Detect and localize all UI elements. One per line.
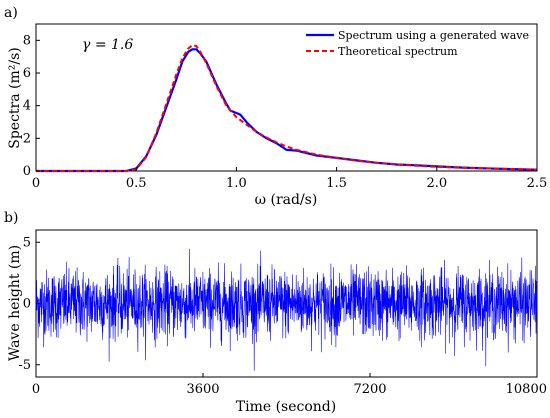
x-tick-label: 0 (32, 176, 40, 191)
spectrum-legend: Spectrum using a generated wave Theoreti… (306, 29, 529, 58)
series-line-generated-spectrum (36, 48, 538, 173)
legend-label-theoretical: Theoretical spectrum (338, 45, 458, 58)
series-line-wave-height (35, 248, 538, 371)
spectrum-y-axis-label: Spectra (m²/s) (7, 47, 23, 149)
x-tick-label: 2.0 (426, 176, 447, 191)
x-tick-label: 2.5 (527, 176, 548, 191)
panel-a-label: a) (4, 5, 18, 21)
y-tick-label: 4 (23, 99, 31, 114)
wave-x-axis-label: Time (second) (236, 399, 336, 415)
wave-y-axis-label: Wave height (m) (7, 245, 23, 361)
spectrum-x-ticks: 0 0.5 1.0 1.5 2.0 2.5 (32, 167, 547, 191)
x-tick-label: 10800 (506, 382, 547, 397)
panel-b-label: b) (4, 210, 18, 226)
y-tick-label: 0 (23, 164, 31, 179)
wave-height-panel: b) 0 3600 7200 10800 -505 Time (second) Wav… (4, 210, 547, 415)
gamma-annotation: γ = 1.6 (82, 37, 133, 53)
spectrum-x-axis-label: ω (rad/s) (255, 192, 318, 208)
y-tick-label: 8 (23, 33, 31, 48)
y-tick-label: 0 (23, 297, 31, 312)
y-tick-label: 5 (23, 235, 31, 250)
x-tick-label: 0 (32, 382, 40, 397)
wave-series-group (35, 248, 538, 371)
y-tick-label: 2 (23, 131, 31, 146)
legend-label-generated: Spectrum using a generated wave (338, 29, 529, 42)
x-tick-label: 1.0 (226, 176, 247, 191)
x-tick-label: 3600 (186, 382, 219, 397)
wave-x-ticks: 0 3600 7200 10800 (32, 373, 547, 397)
spectrum-plot-frame (35, 23, 538, 172)
x-tick-label: 7200 (353, 382, 386, 397)
spectrum-series-group (36, 44, 538, 173)
spectrum-panel: a) 0 0.5 1.0 1.5 2.0 2.5 0 2 4 6 8 γ = 1.6 Spectr… (4, 5, 547, 208)
x-tick-label: 1.5 (326, 176, 347, 191)
wave-y-ticks: -5 0 5 (18, 235, 40, 373)
y-tick-label: 6 (23, 66, 31, 81)
y-tick-label: -5 (18, 358, 31, 373)
series-line-theoretical-spectrum (36, 44, 538, 172)
x-tick-label: 0.5 (126, 176, 147, 191)
spectrum-y-ticks: 0 2 4 6 8 (23, 33, 40, 179)
